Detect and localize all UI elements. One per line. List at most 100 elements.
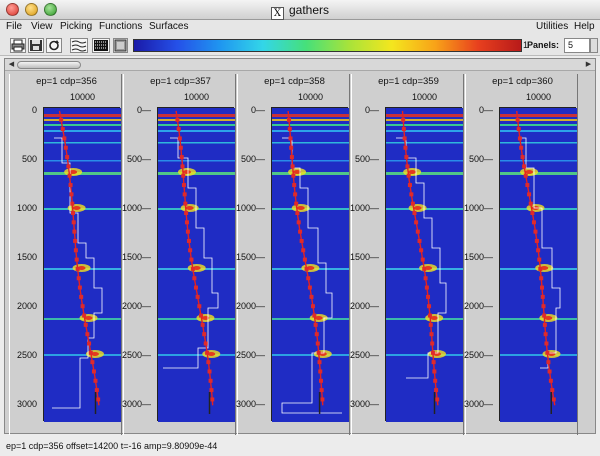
pick-marker	[304, 266, 309, 271]
pick-marker	[210, 397, 215, 402]
semblance-image	[44, 108, 121, 422]
menu-functions[interactable]: Functions	[99, 21, 143, 32]
semblance-peak-core	[544, 316, 553, 320]
pick-marker	[520, 155, 525, 160]
reflection-band	[44, 124, 121, 126]
y-tick-label: 2000	[16, 301, 37, 312]
pick-marker	[298, 229, 303, 234]
semblance-peak-core	[182, 170, 191, 174]
pick-marker	[59, 117, 64, 122]
reflection-band	[272, 119, 349, 121]
pick-marker	[188, 248, 193, 253]
semblance-plot[interactable]	[43, 107, 121, 422]
semblance-peak-core	[408, 170, 417, 174]
pick-marker	[409, 192, 414, 197]
pick-marker	[318, 369, 323, 374]
pick-marker	[544, 341, 549, 346]
pick-marker	[541, 304, 546, 309]
zoom-window-button[interactable]	[44, 3, 57, 16]
semblance-plot[interactable]	[271, 107, 349, 422]
semblance-plot[interactable]	[385, 107, 463, 422]
pick-marker	[193, 285, 198, 290]
pick-marker	[412, 210, 417, 215]
print-button[interactable]	[10, 38, 26, 53]
x-tick-label: 10000	[298, 92, 324, 102]
color-scale-bar[interactable]	[133, 39, 522, 52]
reflection-band	[158, 130, 235, 132]
pick-marker	[80, 304, 85, 309]
pick-marker	[410, 201, 415, 206]
reflection-band	[500, 130, 577, 132]
reflection-band	[272, 124, 349, 126]
pick-marker	[290, 164, 295, 169]
density-button[interactable]	[92, 38, 110, 53]
pick-marker	[309, 294, 314, 299]
horizontal-scrollbar[interactable]: ◀ ▶	[5, 59, 595, 71]
toolbar: 0 1 Panels: 5	[0, 36, 600, 56]
menu-view[interactable]: View	[31, 21, 53, 32]
traces-button[interactable]	[70, 38, 88, 53]
x-tick-label: 10000	[412, 92, 438, 102]
pick-marker	[293, 192, 298, 197]
pick-marker	[310, 304, 315, 309]
colorbar-button[interactable]	[113, 38, 128, 53]
pick-marker	[318, 378, 323, 383]
y-tick-label: 2500—	[121, 350, 151, 361]
reflection-band	[386, 119, 463, 121]
pick-marker	[208, 378, 213, 383]
scroll-right-icon[interactable]: ▶	[585, 61, 592, 68]
reflection-band	[158, 354, 235, 356]
interval-velocity-line	[518, 137, 561, 369]
semblance-peak-core	[314, 316, 323, 320]
panels-count-input[interactable]: 5	[564, 38, 590, 53]
pick-marker	[183, 201, 188, 206]
reload-button[interactable]	[46, 38, 62, 53]
pick-marker	[180, 164, 185, 169]
reflection-band	[500, 354, 577, 356]
y-tick-label: 500—	[468, 154, 493, 165]
reflection-band	[500, 318, 577, 320]
pick-marker	[184, 220, 189, 225]
pick-marker	[87, 341, 92, 346]
semblance-plot[interactable]	[157, 107, 235, 422]
density-icon	[94, 40, 108, 51]
menu-utilities[interactable]: Utilities	[536, 21, 569, 32]
pick-marker	[72, 229, 77, 234]
menu-help[interactable]: Help	[574, 21, 595, 32]
panels-spinner[interactable]	[590, 38, 598, 53]
pick-marker	[404, 155, 409, 160]
reflection-band	[386, 160, 463, 162]
pick-marker	[202, 332, 207, 337]
pick-marker	[428, 322, 433, 327]
pick-marker	[181, 173, 186, 178]
pick-marker	[67, 173, 72, 178]
scroll-left-icon[interactable]: ◀	[8, 61, 15, 68]
pick-marker	[519, 145, 524, 150]
pick-marker	[296, 220, 301, 225]
pick-marker	[175, 117, 180, 122]
close-window-button[interactable]	[6, 3, 19, 16]
y-tick-label: 1000	[16, 203, 37, 214]
menu-file[interactable]: File	[6, 21, 23, 32]
menu-picking[interactable]: Picking	[60, 21, 93, 32]
menu-surfaces[interactable]: Surfaces	[149, 21, 189, 32]
pick-marker	[538, 266, 543, 271]
y-tick-label: 3000—	[463, 399, 493, 410]
pick-marker	[90, 360, 95, 365]
x-tick-label: 10000	[70, 92, 96, 102]
save-button[interactable]	[28, 38, 44, 53]
reflection-band	[500, 124, 577, 126]
x11-icon: X	[270, 7, 284, 20]
scrollbar-thumb[interactable]	[17, 61, 81, 69]
reflection-band	[44, 160, 121, 162]
minimize-window-button[interactable]	[25, 3, 38, 16]
reflection-band	[44, 142, 121, 144]
semblance-plot[interactable]	[499, 107, 577, 422]
semblance-peak-core	[430, 316, 439, 320]
gather-panel: ep=1 cdp=359 10000 0— 500— 1000— 1500— 2000— 25…	[350, 74, 464, 435]
pick-marker	[205, 350, 210, 355]
print-icon	[11, 39, 25, 52]
pick-marker	[401, 117, 406, 122]
semblance-image	[500, 108, 577, 422]
